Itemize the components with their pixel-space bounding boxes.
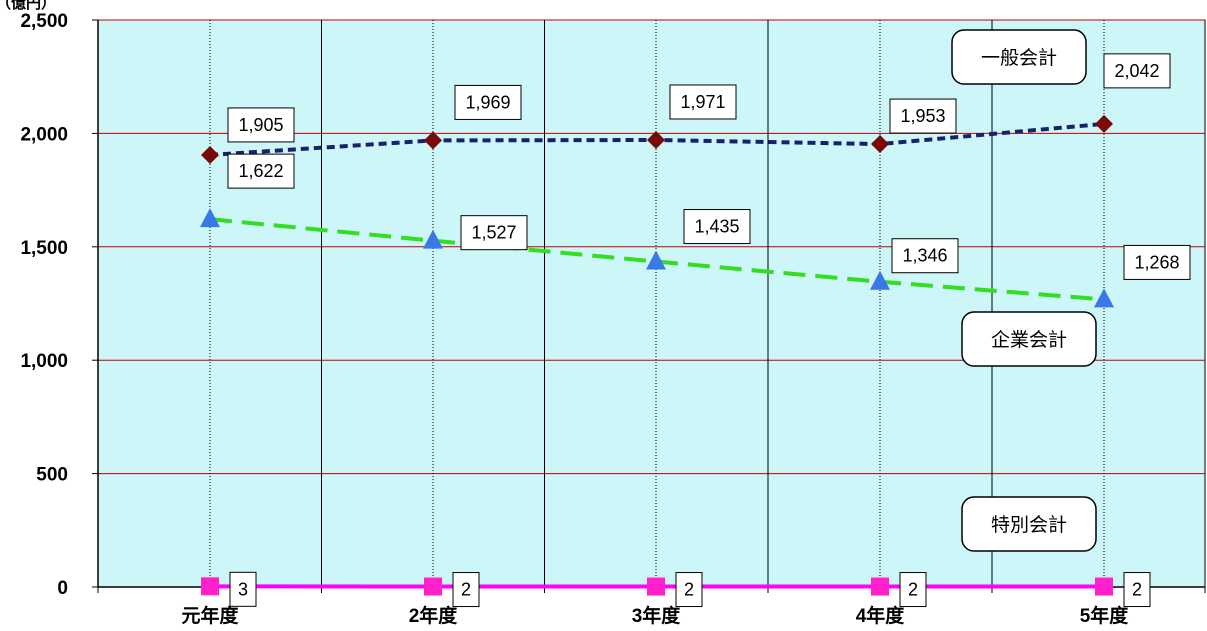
data-label: 1,971 [680, 92, 725, 112]
y-tick-label: 2,000 [20, 124, 68, 145]
data-label-box [683, 209, 751, 245]
data-label: 2 [908, 580, 918, 600]
x-tick-label: 4年度 [856, 604, 906, 627]
data-label-box [669, 84, 737, 120]
x-tick-label: 3年度 [632, 604, 682, 627]
data-point [871, 577, 889, 596]
x-tick-label: 5年度 [1080, 604, 1130, 627]
x-axis-tick-labels: 元年度 2年度 3年度 4年度 5年度 [181, 604, 1129, 627]
data-label: 3 [238, 579, 248, 599]
data-point [1094, 288, 1114, 308]
data-point [201, 577, 219, 596]
y-tick-label: 2,500 [20, 11, 68, 32]
data-label-box [454, 84, 522, 120]
data-point [1095, 577, 1113, 596]
data-label: 1,527 [471, 223, 516, 243]
data-label-box [675, 572, 703, 608]
y-tick-label: 1,000 [20, 351, 68, 372]
data-label: 1,435 [694, 217, 739, 237]
data-label-box [452, 572, 480, 608]
series-callout-box [961, 496, 1097, 552]
data-label: 1,969 [465, 92, 510, 112]
y-tick-label: 0 [57, 578, 68, 599]
series-name: 一般会計 [981, 47, 1057, 69]
data-point [1095, 114, 1113, 133]
series-callout-box [951, 29, 1087, 85]
data-label: 1,268 [1134, 252, 1179, 272]
series [200, 114, 1114, 596]
series-name: 企業会計 [991, 329, 1067, 351]
data-point [201, 145, 219, 164]
series-name: 特別会計 [991, 514, 1067, 536]
data-label: 1,953 [900, 106, 945, 126]
data-point [647, 577, 665, 596]
data-point [646, 250, 666, 270]
data-label-box [1123, 244, 1191, 280]
data-point [424, 577, 442, 596]
y-axis-unit-label: （億円） [0, 0, 56, 12]
data-label: 1,905 [238, 115, 283, 135]
y-axis-tick-labels: 0 500 1,000 1,500 2,000 2,500 [20, 11, 68, 599]
data-label: 2 [684, 580, 694, 600]
data-labels: 1,905 1,969 1,971 1,953 2,042 1,622 1,527 1,435… [227, 53, 1191, 608]
data-point [870, 270, 890, 290]
data-point [200, 208, 220, 228]
data-label-box [889, 98, 957, 134]
x-tick-label: 2年度 [409, 604, 459, 627]
data-label-box [1123, 572, 1151, 608]
data-point [647, 130, 665, 149]
y-tick-label: 1,500 [20, 238, 68, 259]
data-point [424, 131, 442, 150]
x-tick-label: 元年度 [181, 604, 239, 627]
data-label: 2 [461, 580, 471, 600]
data-point [871, 135, 889, 154]
data-label-box [227, 107, 295, 143]
data-label-box [229, 571, 257, 607]
series-callout-box [961, 311, 1097, 367]
data-label-box [891, 238, 959, 274]
data-label-box [1103, 53, 1171, 89]
y-tick-label: 500 [36, 465, 68, 486]
data-label: 2,042 [1114, 61, 1159, 81]
data-label: 2 [1132, 580, 1142, 600]
data-point [423, 229, 443, 249]
data-label: 1,622 [238, 161, 283, 181]
data-label: 1,346 [902, 246, 947, 266]
data-label-box [460, 215, 528, 251]
data-label-box [227, 153, 295, 189]
data-label-box [899, 572, 927, 608]
